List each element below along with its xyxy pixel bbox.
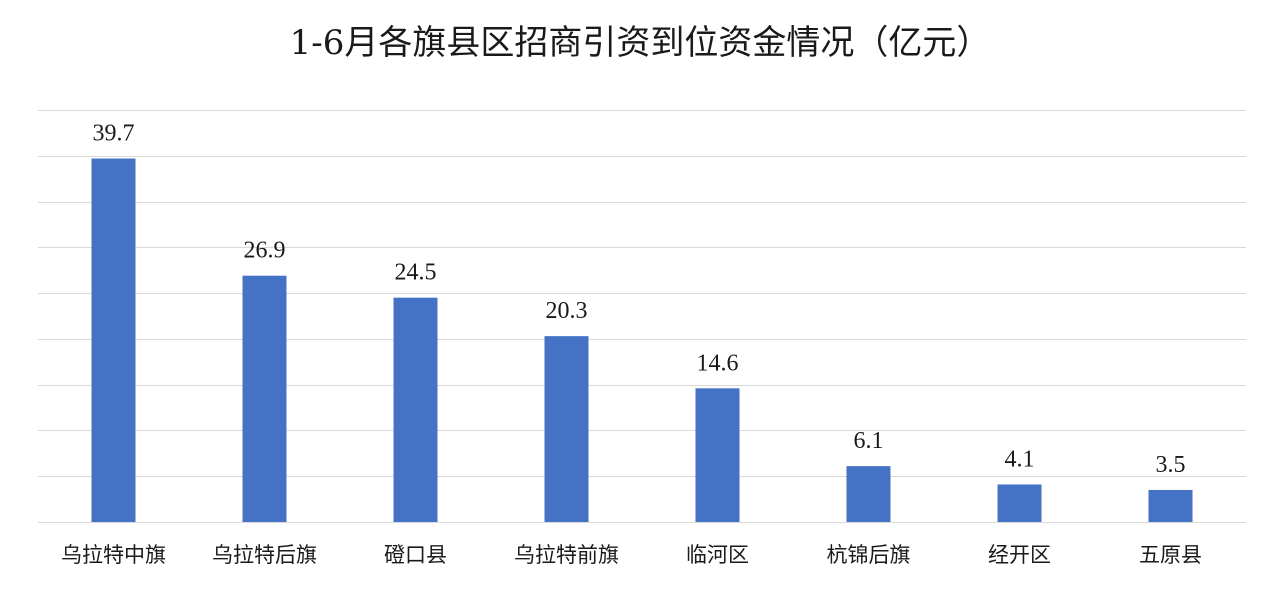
category-label-3: 磴口县 [384, 543, 447, 567]
bar-3 [393, 297, 438, 522]
value-label-5: 14.6 [697, 350, 739, 376]
value-label-3: 24.5 [395, 260, 437, 286]
category-label-8: 五原县 [1139, 543, 1202, 567]
category-label-7: 经开区 [988, 543, 1051, 567]
value-label-4: 20.3 [546, 298, 588, 324]
category-label-2: 乌拉特后旗 [212, 543, 317, 567]
category-label-1: 乌拉特中旗 [61, 543, 166, 567]
bar-7 [997, 484, 1042, 522]
bar-6 [846, 466, 891, 522]
bar-5 [695, 388, 740, 522]
value-label-1: 39.7 [93, 121, 135, 147]
category-label-4: 乌拉特前旗 [514, 543, 619, 567]
bar-4 [544, 336, 589, 522]
gridlines [38, 110, 1246, 523]
category-labels: 乌拉特中旗 乌拉特后旗 磴口县 乌拉特前旗 临河区 杭锦后旗 经开区 五原县 [61, 543, 1202, 567]
value-labels: 39.7 26.9 24.5 20.3 14.6 6.1 4.1 3.5 [93, 121, 1186, 478]
category-label-5: 临河区 [686, 543, 749, 567]
category-label-6: 杭锦后旗 [827, 543, 911, 567]
value-label-6: 6.1 [854, 428, 884, 454]
value-label-8: 3.5 [1156, 452, 1186, 478]
bar-8 [1148, 489, 1193, 522]
bar-2 [242, 275, 287, 522]
bar-1 [91, 158, 136, 522]
value-label-7: 4.1 [1005, 446, 1035, 472]
chart-title: 1-6月各旗县区招商引资到位资金情况（亿元） [290, 23, 991, 63]
value-label-2: 26.9 [244, 238, 286, 264]
bars [91, 158, 1193, 522]
